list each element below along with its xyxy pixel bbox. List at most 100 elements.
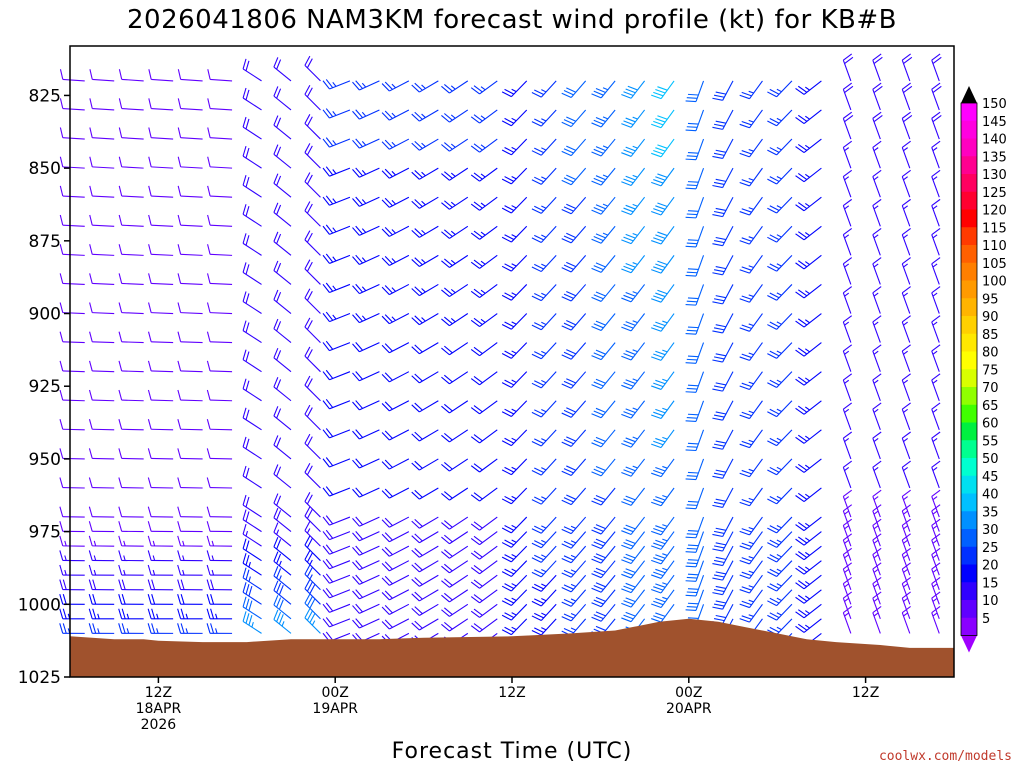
colorbar-swatch [961, 493, 977, 512]
wind-barb [273, 86, 292, 111]
wind-barb [712, 342, 734, 363]
wind-barb [118, 302, 144, 315]
wind-barb [531, 109, 557, 127]
wind-barb [118, 360, 144, 373]
colorbar-label: 40 [982, 488, 999, 503]
wind-barb [470, 589, 498, 604]
colorbar-swatch [961, 458, 977, 477]
wind-barb [322, 486, 351, 497]
wind-barb [411, 603, 439, 616]
colorbar-swatch [961, 245, 977, 264]
wind-barb [470, 487, 498, 502]
wind-barb [470, 371, 498, 386]
wind-barb [177, 521, 203, 533]
wind-barb [304, 172, 321, 198]
wind-barb [441, 487, 469, 501]
wind-barb [470, 313, 498, 328]
wind-barb [872, 228, 882, 256]
wind-barb [273, 609, 292, 634]
colorbar-swatch [961, 511, 977, 530]
wind-barb [470, 80, 498, 95]
wind-barb [901, 460, 911, 489]
colorbar-swatch [961, 369, 977, 388]
wind-barb [591, 255, 616, 273]
wind-barb [322, 457, 351, 468]
wind-barb [591, 196, 616, 215]
wind-barb [148, 156, 174, 169]
wind-barb [304, 564, 321, 591]
wind-barb [322, 108, 351, 119]
wind-barb [88, 564, 115, 576]
wind-barb [651, 531, 675, 550]
wind-barb [651, 458, 675, 478]
wind-barb [712, 313, 734, 334]
wind-barb [242, 262, 262, 285]
colorbar-swatch [961, 440, 977, 459]
wind-barb [352, 167, 380, 178]
wind-barb [304, 433, 321, 460]
wind-barb [381, 531, 410, 543]
wind-barb [88, 419, 115, 431]
wind-barb [352, 342, 380, 353]
wind-barb [441, 196, 469, 210]
wind-barb [842, 373, 853, 401]
wind-barb [872, 169, 882, 198]
wind-barb [872, 315, 882, 343]
wind-barb [148, 127, 174, 140]
wind-barb [872, 489, 882, 518]
wind-barb [441, 545, 469, 559]
wind-barb [470, 603, 498, 618]
colorbar-swatch [961, 351, 977, 370]
wind-barb [470, 531, 498, 546]
colorbar-bottom-arrow [961, 635, 977, 653]
colorbar-label: 150 [982, 97, 1007, 112]
wind-barb [89, 360, 115, 373]
wind-barb [304, 608, 321, 634]
wind-barb [89, 98, 115, 111]
wind-barb [795, 618, 822, 633]
colorbar-swatch [961, 546, 977, 565]
wind-barb [242, 436, 262, 460]
colorbar-label: 105 [982, 257, 1007, 272]
wind-barb [177, 331, 203, 344]
wind-barb [591, 516, 616, 535]
wind-barb [381, 138, 410, 150]
wind-barb [712, 255, 734, 276]
wind-barb [739, 589, 763, 609]
wind-barb [501, 284, 528, 301]
wind-barb [685, 487, 705, 510]
wind-barb [501, 342, 528, 359]
wind-barb [273, 318, 292, 344]
wind-barb [381, 254, 410, 267]
wind-barb [242, 378, 262, 402]
wind-barb [381, 589, 410, 601]
wind-barb [207, 214, 233, 227]
wind-barb [901, 53, 913, 82]
wind-barb [739, 138, 763, 158]
wind-barb [470, 574, 498, 589]
y-axis: 825 850 875 900 925 950 975 1000 1025 [18, 86, 70, 688]
wind-barb [685, 226, 705, 248]
wind-barb [651, 313, 675, 332]
wind-barb [621, 574, 646, 594]
wind-barb [685, 575, 705, 597]
wind-barb [685, 342, 705, 364]
wind-barb [795, 313, 822, 328]
wind-barb [842, 169, 853, 198]
wind-barb [685, 197, 705, 219]
wind-barb [148, 302, 174, 315]
wind-barb [206, 521, 233, 533]
wind-barb [441, 342, 469, 356]
wind-barb [501, 516, 528, 534]
wind-barb [470, 400, 498, 415]
wind-barb [767, 196, 793, 214]
wind-barb [931, 504, 941, 532]
wind-barb [739, 531, 763, 550]
wind-barb [931, 562, 941, 590]
wind-barb [872, 257, 882, 285]
wind-barb [352, 516, 380, 527]
wind-barb [118, 448, 144, 460]
wind-barb [651, 80, 675, 100]
wind-barb [206, 477, 233, 489]
wind-barb [206, 594, 233, 605]
